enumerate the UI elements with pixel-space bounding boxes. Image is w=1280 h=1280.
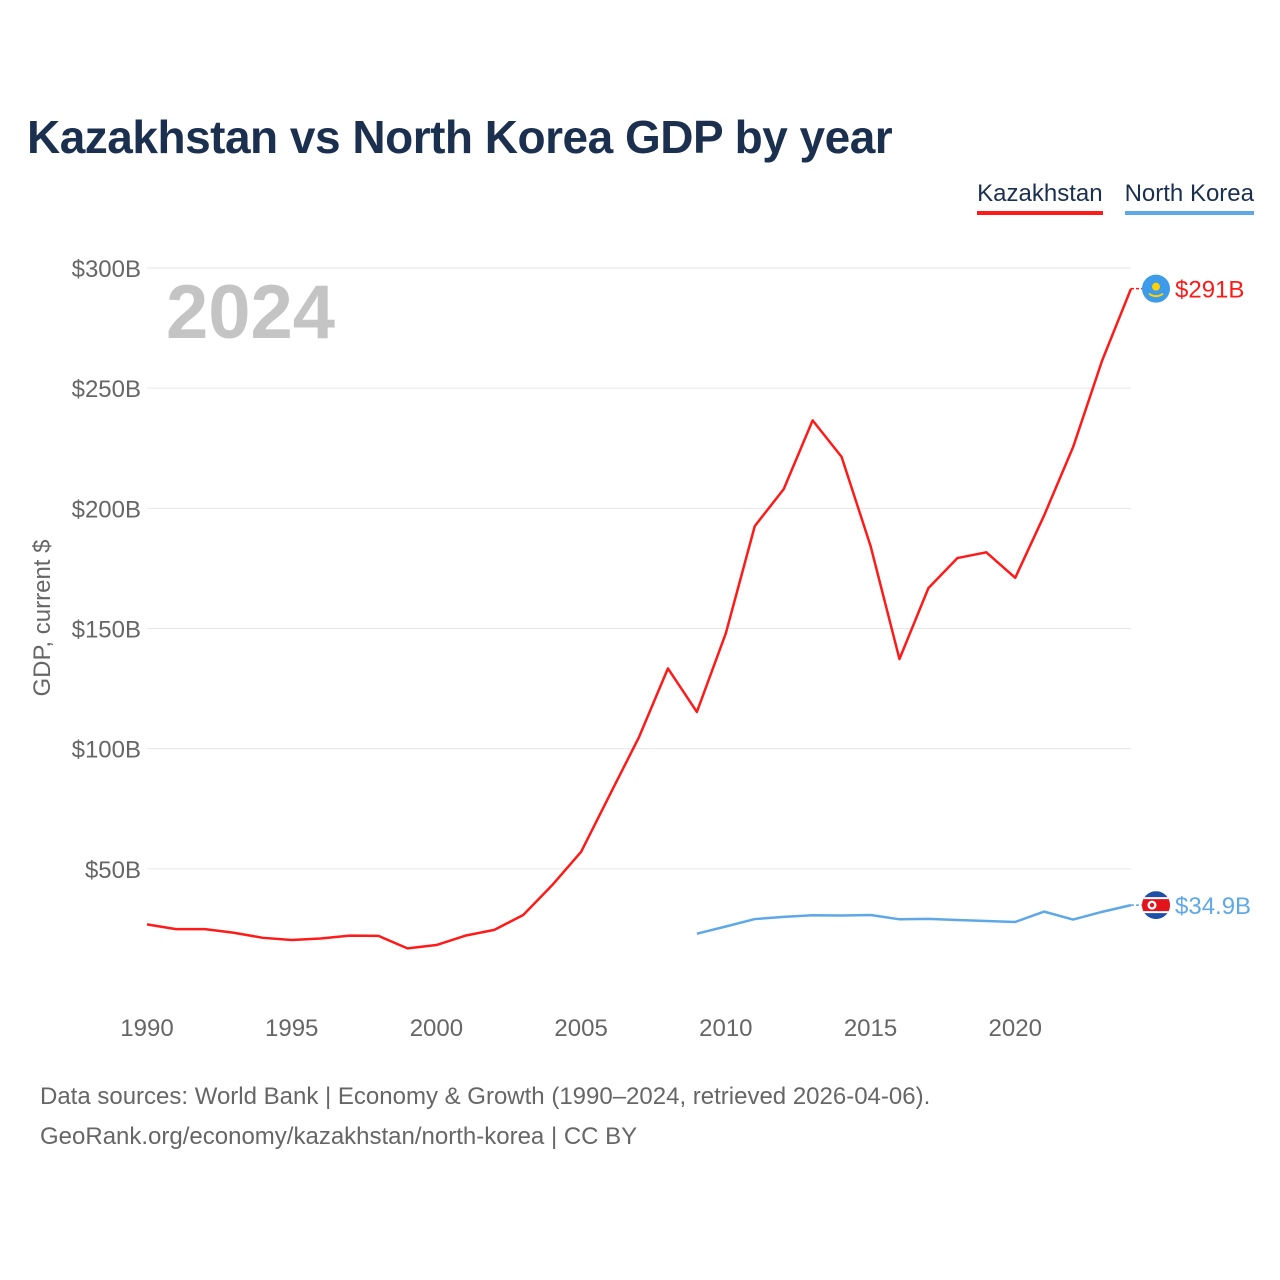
legend: Kazakhstan North Korea bbox=[977, 180, 1254, 215]
x-tick-label: 2010 bbox=[699, 1015, 752, 1042]
x-tick-label: 1995 bbox=[265, 1015, 318, 1042]
legend-item-kazakhstan[interactable]: Kazakhstan bbox=[977, 180, 1103, 215]
data-sources: Data sources: World Bank | Economy & Gro… bbox=[40, 1083, 931, 1110]
x-tick-label: 2015 bbox=[844, 1015, 897, 1042]
north-korea-flag-icon bbox=[1142, 891, 1170, 920]
x-tick-label: 1990 bbox=[120, 1015, 173, 1042]
y-tick-label: $150B bbox=[72, 617, 141, 644]
y-tick-label: $300B bbox=[72, 256, 141, 283]
x-tick-label: 2000 bbox=[410, 1015, 463, 1042]
y-tick-label: $200B bbox=[72, 496, 141, 523]
y-tick-label: $250B bbox=[72, 376, 141, 403]
x-tick-label: 2005 bbox=[554, 1015, 607, 1042]
year-watermark: 2024 bbox=[166, 270, 335, 355]
y-tick-label: $100B bbox=[72, 737, 141, 764]
x-tick-label: 2020 bbox=[989, 1015, 1042, 1042]
kazakhstan-flag-icon bbox=[1142, 274, 1170, 303]
line-chart: 2024 GDP, current $ $50B $100B $150B $200B $… bbox=[29, 256, 1251, 1042]
y-axis-label: GDP, current $ bbox=[29, 540, 56, 697]
y-tick-label: $50B bbox=[85, 857, 141, 884]
series-line-north-korea bbox=[696, 903, 1132, 935]
attribution: GeoRank.org/economy/kazakhstan/north-kor… bbox=[40, 1123, 638, 1150]
end-value-label-north-korea: $34.9B bbox=[1175, 893, 1251, 920]
series-line-kazakhstan bbox=[146, 288, 1133, 950]
legend-item-north-korea[interactable]: North Korea bbox=[1124, 180, 1254, 215]
end-value-label-kazakhstan: $291B bbox=[1175, 277, 1244, 304]
chart-title: Kazakhstan vs North Korea GDP by year bbox=[27, 111, 893, 163]
